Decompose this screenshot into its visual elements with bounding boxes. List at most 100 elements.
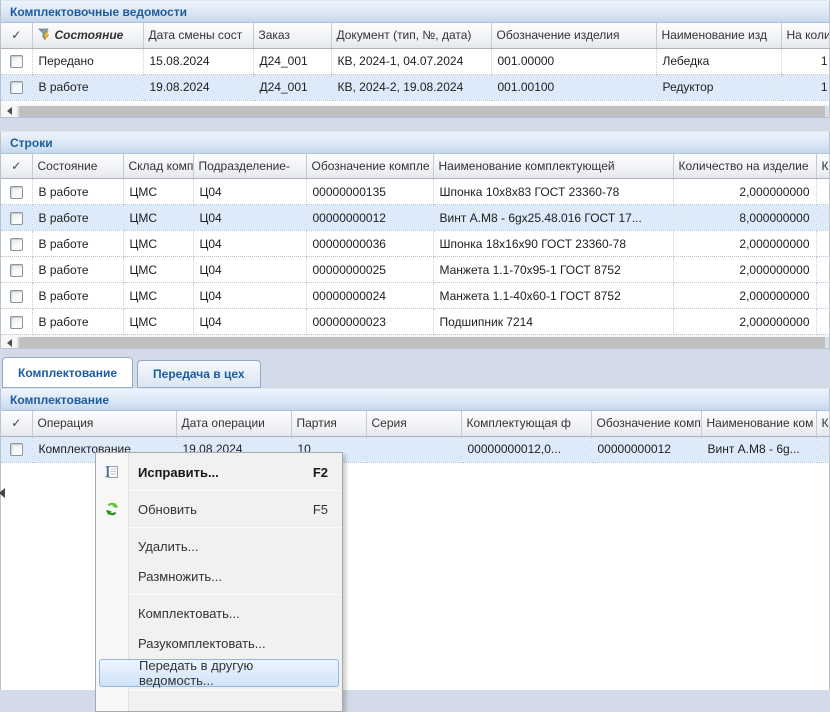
table-row-selected[interactable]: В работе ЦМС Ц04 00000000012 Винт А.М8 -… (1, 204, 830, 231)
cell-component-code[interactable]: 00000000012 (591, 436, 702, 463)
cell-part-name[interactable]: Шпонка 18x16x90 ГОСТ 23360-78 (433, 230, 674, 257)
col-qty[interactable]: На колич (781, 23, 830, 49)
col-state[interactable]: Состояние (32, 23, 144, 49)
cell-part-code[interactable]: 00000000135 (306, 178, 434, 205)
cell-order[interactable]: Д24_001 (253, 48, 332, 75)
cell-component[interactable]: 00000000012,0... (461, 436, 592, 463)
row-checkbox[interactable] (9, 55, 23, 69)
scroll-left-button[interactable] (1, 337, 17, 348)
col-document[interactable]: Документ (тип, №, дата) (331, 23, 492, 49)
left-scroll-arrow[interactable] (0, 488, 5, 498)
cell-department[interactable]: Ц04 (193, 256, 307, 283)
table-row[interactable]: В работе ЦМС Ц04 00000000036 Шпонка 18x1… (1, 230, 830, 257)
cell-part-name[interactable]: Манжета 1.1-40x60-1 ГОСТ 8752 (433, 282, 674, 309)
menu-item-ispravit[interactable]: Исправить... F2 (96, 457, 342, 487)
row-checkbox[interactable] (9, 289, 23, 303)
row-checkbox[interactable] (9, 315, 23, 329)
col-product-code[interactable]: Обозначение изделия (491, 23, 657, 49)
col-batch[interactable]: Партия (291, 411, 367, 437)
cell-qty[interactable]: 2,000000000 (673, 178, 817, 205)
cell-warehouse[interactable]: ЦМС (123, 282, 194, 309)
col-state[interactable]: Состояние (32, 153, 124, 179)
menu-item-obnovit[interactable]: Обновить F5 (96, 494, 342, 524)
select-all-header[interactable]: ✓ (1, 23, 33, 49)
cell-warehouse[interactable]: ЦМС (123, 230, 194, 257)
col-warehouse[interactable]: Склад комп (123, 153, 194, 179)
cell-order[interactable]: Д24_001 (253, 74, 332, 101)
table-row[interactable]: Передано 15.08.2024 Д24_001 КВ, 2024-1, … (1, 48, 830, 75)
scroll-left-button[interactable] (1, 105, 17, 117)
cell-warehouse[interactable]: ЦМС (123, 204, 194, 231)
cell-document[interactable]: КВ, 2024-1, 04.07.2024 (331, 48, 492, 75)
select-all-header[interactable]: ✓ (1, 411, 33, 437)
cell-part-name[interactable]: Шпонка 10x8x83 ГОСТ 23360-78 (433, 178, 674, 205)
cell-qty[interactable]: 2,000000000 (673, 282, 817, 309)
cell-state[interactable]: В работе (32, 178, 124, 205)
cell-state[interactable]: В работе (32, 282, 124, 309)
col-department[interactable]: Подразделение- (193, 153, 307, 179)
col-product-name[interactable]: Наименование изд (656, 23, 782, 49)
cell-department[interactable]: Ц04 (193, 230, 307, 257)
cell-state[interactable]: В работе (32, 204, 124, 231)
cell-state[interactable]: В работе (32, 256, 124, 283)
cell-part-code[interactable]: 00000000023 (306, 308, 434, 335)
cell-state[interactable]: В работе (32, 74, 144, 101)
cell-part-name[interactable]: Манжета 1.1-70x95-1 ГОСТ 8752 (433, 256, 674, 283)
cell-state-date-selected[interactable]: 19.08.2024 (143, 74, 254, 101)
cell-qty[interactable]: 2,000000000 (673, 256, 817, 283)
select-all-header[interactable]: ✓ (1, 153, 33, 179)
cell-state[interactable]: В работе (32, 308, 124, 335)
row-checkbox[interactable] (9, 237, 23, 251)
row-checkbox[interactable] (9, 443, 23, 457)
tab-peredacha-v-tseh[interactable]: Передача в цех (137, 360, 261, 388)
menu-item-razmnozhit[interactable]: Размножить... (138, 568, 223, 584)
col-component[interactable]: Комплектующая ф (461, 411, 592, 437)
scrollbar-track[interactable] (17, 337, 829, 348)
cell-state-date[interactable]: 15.08.2024 (143, 48, 254, 75)
cell-part-name[interactable]: Подшипник 7214 (433, 308, 674, 335)
cell-component-name[interactable]: Винт А.М8 - 6g... (701, 436, 817, 463)
cell-part-name[interactable]: Винт А.М8 - 6gx25.48.016 ГОСТ 17... (433, 204, 674, 231)
scrollbar-thumb[interactable] (19, 337, 825, 348)
col-order[interactable]: Заказ (253, 23, 332, 49)
cell-warehouse[interactable]: ЦМС (123, 256, 194, 283)
horizontal-scrollbar[interactable] (1, 103, 829, 117)
cell-qty[interactable]: 1 (781, 48, 830, 75)
row-checkbox[interactable] (9, 211, 23, 225)
cell-series[interactable] (366, 436, 462, 463)
cell-qty[interactable]: 8,000000000 (673, 204, 817, 231)
col-component-name[interactable]: Наименование ком (701, 411, 817, 437)
cell-state[interactable]: В работе (32, 230, 124, 257)
cell-part-code[interactable]: 00000000012 (306, 204, 434, 231)
col-clipped[interactable]: К (816, 411, 830, 437)
row-checkbox[interactable] (9, 81, 23, 95)
cell-department-selected[interactable]: Ц04 (193, 204, 307, 231)
cell-department[interactable]: Ц04 (193, 178, 307, 205)
row-checkbox[interactable] (9, 185, 23, 199)
cell-department[interactable]: Ц04 (193, 282, 307, 309)
menu-item-komplektovat[interactable]: Комплектовать... (138, 605, 240, 621)
cell-product-name[interactable]: Лебедка (656, 48, 782, 75)
tab-komplektovanie[interactable]: Комплектование (2, 357, 134, 388)
menu-item-razukomplektovat[interactable]: Разукомплектовать... (138, 635, 266, 651)
cell-qty[interactable]: 2,000000000 (673, 230, 817, 257)
col-series[interactable]: Серия (366, 411, 462, 437)
cell-warehouse[interactable]: ЦМС (123, 178, 194, 205)
horizontal-scrollbar[interactable] (1, 335, 829, 348)
cell-warehouse[interactable]: ЦМС (123, 308, 194, 335)
cell-qty[interactable]: 1 (781, 74, 830, 101)
col-clipped[interactable]: К (816, 153, 830, 179)
row-checkbox[interactable] (9, 263, 23, 277)
scrollbar-track[interactable] (17, 105, 829, 117)
table-row[interactable]: В работе ЦМС Ц04 00000000024 Манжета 1.1… (1, 282, 830, 309)
table-row[interactable]: В работе ЦМС Ц04 00000000025 Манжета 1.1… (1, 256, 830, 283)
cell-department[interactable]: Ц04 (193, 308, 307, 335)
col-component-code[interactable]: Обозначение комп (591, 411, 702, 437)
table-row[interactable]: В работе ЦМС Ц04 00000000023 Подшипник 7… (1, 308, 830, 335)
cell-part-code[interactable]: 00000000036 (306, 230, 434, 257)
cell-document[interactable]: КВ, 2024-2, 19.08.2024 (331, 74, 492, 101)
table-row[interactable]: В работе ЦМС Ц04 00000000135 Шпонка 10x8… (1, 178, 830, 205)
cell-product-name[interactable]: Редуктор (656, 74, 782, 101)
table-row-selected[interactable]: В работе 19.08.2024 Д24_001 КВ, 2024-2, … (1, 74, 830, 101)
cell-qty[interactable]: 2,000000000 (673, 308, 817, 335)
